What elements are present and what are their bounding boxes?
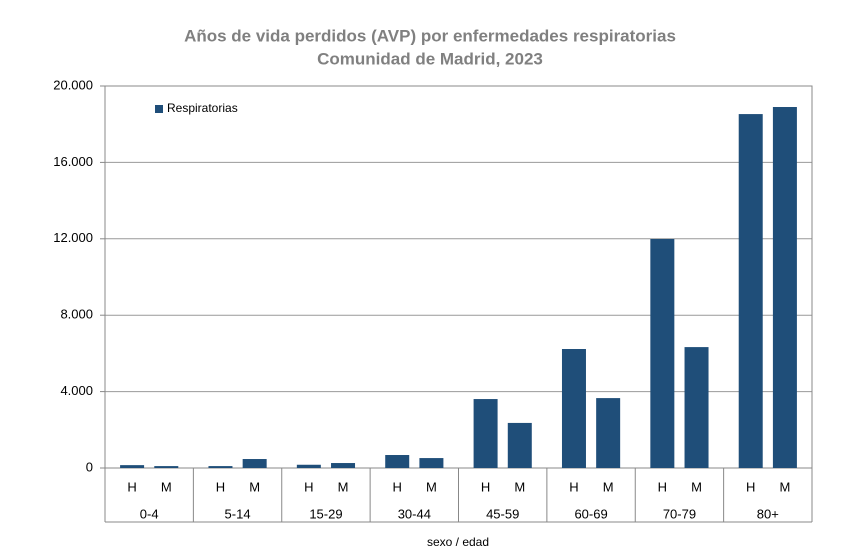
y-tick-label: 4.000 — [60, 383, 93, 398]
x-tick-label: H — [569, 479, 578, 494]
bar — [738, 114, 763, 469]
bar — [473, 399, 498, 468]
x-tick-label: H — [658, 479, 667, 494]
bar — [331, 463, 356, 468]
y-tick-label: 0 — [86, 459, 93, 474]
bar — [242, 459, 267, 468]
bar — [296, 464, 321, 468]
x-tick-label: H — [746, 479, 755, 494]
x-tick-label: M — [514, 479, 525, 494]
bar — [385, 455, 410, 468]
x-tick-label: H — [304, 479, 313, 494]
x-tick-label: M — [603, 479, 614, 494]
chart-subtitle: Comunidad de Madrid, 2023 — [317, 49, 543, 68]
group-label: 45-59 — [486, 506, 519, 521]
group-label: 15-29 — [309, 506, 342, 521]
group-label: 30-44 — [398, 506, 431, 521]
legend-swatch — [155, 105, 163, 113]
x-tick-label: H — [481, 479, 490, 494]
group-label: 80+ — [757, 506, 779, 521]
chart-title: Años de vida perdidos (AVP) por enfermed… — [184, 26, 676, 45]
x-tick-label: M — [691, 479, 702, 494]
bar — [596, 398, 621, 468]
bar — [154, 466, 179, 468]
bar — [507, 422, 532, 468]
bar — [208, 466, 233, 468]
x-tick-label: H — [393, 479, 402, 494]
bar — [772, 107, 797, 468]
bar — [684, 347, 709, 468]
x-tick-label: M — [338, 479, 349, 494]
y-tick-label: 16.000 — [53, 154, 93, 169]
group-label: 60-69 — [574, 506, 607, 521]
x-tick-label: M — [161, 479, 172, 494]
x-tick-label: M — [779, 479, 790, 494]
legend-label: Respiratorias — [167, 101, 238, 115]
x-tick-label: M — [249, 479, 260, 494]
x-tick-label: M — [426, 479, 437, 494]
bar — [419, 458, 444, 468]
x-axis-label: sexo / edad — [427, 535, 489, 549]
y-tick-label: 8.000 — [60, 307, 93, 322]
x-tick-label: H — [127, 479, 136, 494]
y-tick-label: 20.000 — [53, 77, 93, 92]
y-tick-label: 12.000 — [53, 230, 93, 245]
bar — [120, 465, 145, 468]
group-label: 5-14 — [225, 506, 251, 521]
group-label: 0-4 — [140, 506, 159, 521]
bar — [650, 238, 675, 468]
bar — [561, 349, 586, 468]
x-tick-label: H — [216, 479, 225, 494]
group-label: 70-79 — [663, 506, 696, 521]
